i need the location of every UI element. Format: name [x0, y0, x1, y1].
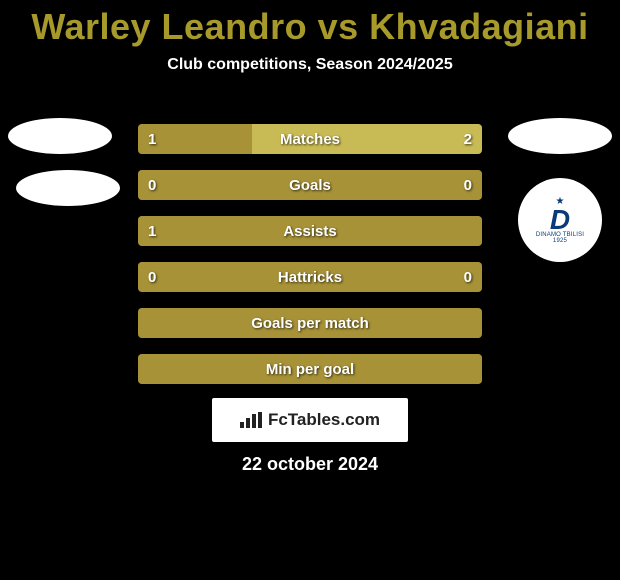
comparison-title: Warley Leandro vs Khvadagiani — [0, 0, 620, 48]
stat-row: Goals per match — [138, 308, 482, 338]
stat-row: Hattricks 0 0 — [138, 262, 482, 292]
stat-label: Assists — [283, 223, 336, 240]
stat-label: Matches — [280, 131, 340, 148]
club-logo-letter: D — [550, 207, 570, 232]
stat-label: Goals per match — [251, 315, 369, 332]
stat-value-left: 1 — [148, 131, 156, 148]
stat-label: Goals — [289, 177, 331, 194]
stat-row: Matches 1 2 — [138, 124, 482, 154]
stats-bars: Matches12Goals00Assists1Hattricks00Goals… — [138, 124, 482, 400]
player-left-badge-1 — [8, 118, 112, 154]
footer-brand-text: FcTables.com — [268, 410, 380, 430]
stat-value-left: 0 — [148, 177, 156, 194]
club-logo-right: ★ D DINAMO TBILISI 1925 — [518, 178, 602, 262]
bar-chart-icon — [240, 412, 262, 428]
stat-value-right: 0 — [464, 269, 472, 286]
stat-value-right: 2 — [464, 131, 472, 148]
stat-row: Min per goal — [138, 354, 482, 384]
player-right-badge — [508, 118, 612, 154]
stat-value-left: 1 — [148, 223, 156, 240]
stat-value-right: 0 — [464, 177, 472, 194]
stat-row: Assists 1 — [138, 216, 482, 246]
stat-label: Min per goal — [266, 361, 354, 378]
stat-row: Goals 0 0 — [138, 170, 482, 200]
stat-label: Hattricks — [278, 269, 342, 286]
footer-brand: FcTables.com — [212, 398, 408, 442]
player-left-badge-2 — [16, 170, 120, 206]
footer-date: 22 october 2024 — [0, 454, 620, 475]
comparison-infographic: { "title": { "text": "Warley Leandro vs … — [0, 0, 620, 580]
stat-value-left: 0 — [148, 269, 156, 286]
club-logo-year: 1925 — [553, 238, 567, 244]
comparison-subtitle: Club competitions, Season 2024/2025 — [0, 56, 620, 74]
